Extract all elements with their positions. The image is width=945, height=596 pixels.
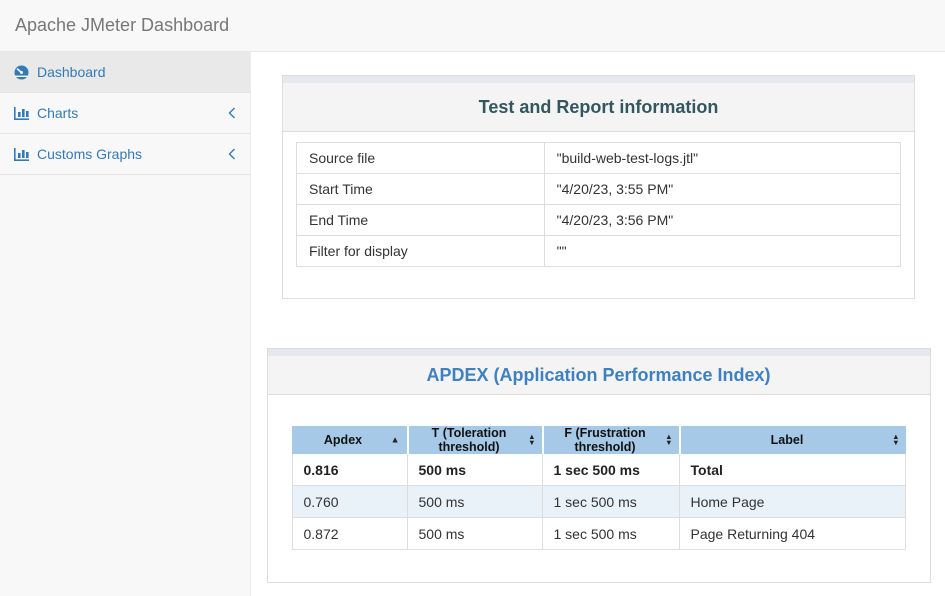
table-row: Source file "build-web-test-logs.jtl" [297,143,901,174]
apdex-panel-header: APDEX (Application Performance Index) [268,356,930,395]
toleration-value: 500 ms [407,518,542,550]
info-value: "" [544,236,900,267]
column-header-frustration[interactable]: F (Frustration threshold) ▲ ▼ [542,426,679,454]
frustration-value: 1 sec 500 ms [542,518,679,550]
sort-icon[interactable]: ▲ ▼ [665,434,672,446]
chevron-left-icon [228,107,236,119]
sort-icon[interactable]: ▲ ▼ [892,434,899,446]
table-row: 0.872 500 ms 1 sec 500 ms Page Returning… [292,518,906,550]
sort-asc-icon[interactable]: ▲ [391,436,400,445]
apdex-value: 0.760 [292,486,407,518]
sidebar-item-label: Customs Graphs [37,146,228,162]
info-panel-title: Test and Report information [479,97,719,118]
table-row: End Time "4/20/23, 3:56 PM" [297,205,901,236]
sort-icon[interactable]: ▲ ▼ [528,434,535,446]
test-report-info-panel: Test and Report information Source file … [282,75,915,299]
label-value: Total [679,454,906,486]
table-row: 0.760 500 ms 1 sec 500 ms Home Page [292,486,906,518]
info-label: End Time [297,205,545,236]
info-value: "4/20/23, 3:55 PM" [544,174,900,205]
chevron-left-icon [228,148,236,160]
sidebar-item-label: Charts [37,105,228,121]
toleration-value: 500 ms [407,454,542,486]
app-title: Apache JMeter Dashboard [15,15,229,36]
frustration-value: 1 sec 500 ms [542,454,679,486]
info-panel-header: Test and Report information [283,83,914,132]
frustration-value: 1 sec 500 ms [542,486,679,518]
sidebar-item-label: Dashboard [37,64,236,80]
info-label: Start Time [297,174,545,205]
info-value: "4/20/23, 3:56 PM" [544,205,900,236]
column-header-apdex[interactable]: Apdex ▲ [292,426,407,454]
dashboard-icon [13,65,30,80]
info-value: "build-web-test-logs.jtl" [544,143,900,174]
info-label: Filter for display [297,236,545,267]
apdex-table: Apdex ▲ T (Toleration threshold) ▲ ▼ F (… [292,426,906,550]
column-header-label[interactable]: Label ▲ ▼ [679,426,906,454]
sidebar-item-charts[interactable]: Charts [0,93,250,134]
apdex-panel: APDEX (Application Performance Index) Ap… [267,348,931,583]
bar-chart-icon [13,147,30,162]
info-label: Source file [297,143,545,174]
panel-top-strip [283,76,914,83]
column-header-toleration[interactable]: T (Toleration threshold) ▲ ▼ [407,426,542,454]
main-content: Test and Report information Source file … [252,52,945,596]
sidebar-item-customs-graphs[interactable]: Customs Graphs [0,134,250,175]
top-navbar: Apache JMeter Dashboard [0,0,945,52]
table-row-total: 0.816 500 ms 1 sec 500 ms Total [292,454,906,486]
bar-chart-icon [13,106,30,121]
table-header-row: Apdex ▲ T (Toleration threshold) ▲ ▼ F (… [292,426,906,454]
sidebar-item-dashboard[interactable]: Dashboard [0,52,250,93]
table-row: Start Time "4/20/23, 3:55 PM" [297,174,901,205]
panel-top-strip [268,349,930,356]
toleration-value: 500 ms [407,486,542,518]
apdex-value: 0.872 [292,518,407,550]
table-row: Filter for display "" [297,236,901,267]
apdex-panel-body: Apdex ▲ T (Toleration threshold) ▲ ▼ F (… [268,395,930,582]
apdex-value: 0.816 [292,454,407,486]
label-value: Home Page [679,486,906,518]
info-panel-body: Source file "build-web-test-logs.jtl" St… [283,132,914,298]
label-value: Page Returning 404 [679,518,906,550]
test-info-table: Source file "build-web-test-logs.jtl" St… [296,142,901,267]
sidebar: Dashboard Charts Customs Graphs [0,52,251,596]
apdex-panel-title: APDEX (Application Performance Index) [426,365,770,386]
